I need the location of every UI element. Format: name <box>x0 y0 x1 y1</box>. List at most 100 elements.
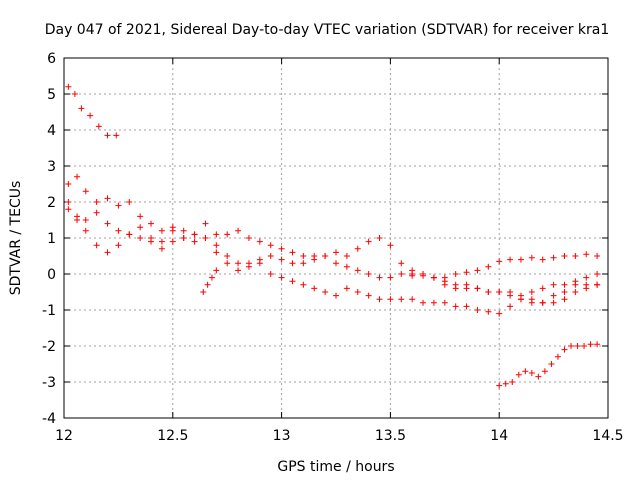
data-point <box>213 242 220 249</box>
data-point <box>65 181 72 187</box>
data-point <box>289 260 296 267</box>
data-point <box>528 296 535 303</box>
data-point <box>65 199 72 205</box>
data-point <box>93 199 100 205</box>
y-tick-label: 3 <box>47 159 56 175</box>
data-point <box>289 249 296 256</box>
data-point <box>463 303 470 310</box>
data-point <box>502 380 509 387</box>
data-point <box>202 220 209 227</box>
data-point <box>420 272 427 279</box>
data-point <box>115 242 122 249</box>
y-tick-label: 0 <box>47 267 56 283</box>
data-point <box>311 285 318 292</box>
data-point <box>387 296 394 303</box>
data-point <box>78 105 85 112</box>
data-point <box>113 132 120 139</box>
data-point <box>213 249 220 256</box>
data-point <box>528 254 535 261</box>
x-tick-label: 14.5 <box>592 428 623 444</box>
data-point <box>126 231 133 238</box>
data-point <box>387 274 394 281</box>
data-point <box>104 220 111 227</box>
data-point <box>496 310 503 317</box>
chart-title: Day 047 of 2021, Sidereal Day-to-day VTE… <box>45 22 610 38</box>
data-point <box>548 361 555 367</box>
data-point <box>126 199 133 205</box>
data-point <box>485 289 492 295</box>
data-point <box>65 83 72 90</box>
data-point <box>202 235 209 241</box>
data-point <box>474 285 481 292</box>
data-point <box>587 341 594 348</box>
data-point <box>354 289 361 295</box>
data-point <box>463 269 470 276</box>
y-tick-label: 4 <box>47 123 56 139</box>
data-point <box>213 231 220 238</box>
plot-frame <box>63 57 609 419</box>
data-point <box>509 379 516 385</box>
data-point <box>365 238 372 245</box>
data-point <box>539 256 546 263</box>
data-point <box>485 308 492 315</box>
series-track-c-middle <box>65 206 601 306</box>
data-point <box>180 227 187 234</box>
data-point <box>387 242 394 249</box>
data-point <box>507 303 514 310</box>
series-track-g-late <box>496 341 601 389</box>
data-point <box>376 296 383 303</box>
data-point <box>213 267 220 274</box>
data-point <box>515 371 522 378</box>
data-point <box>550 292 557 299</box>
x-tick-label: 13 <box>273 428 291 444</box>
data-point <box>535 373 542 380</box>
data-point <box>267 253 274 259</box>
data-point <box>528 289 535 295</box>
data-point <box>289 278 296 285</box>
data-point <box>568 343 575 349</box>
data-point <box>180 235 187 241</box>
data-point <box>594 271 601 277</box>
data-point <box>496 382 503 389</box>
data-point <box>333 249 339 256</box>
data-point <box>376 235 383 241</box>
data-point <box>82 217 89 223</box>
data-point <box>245 263 252 270</box>
data-point <box>550 299 557 306</box>
data-point <box>583 251 590 258</box>
data-point <box>137 224 144 231</box>
data-point <box>539 299 546 306</box>
data-point <box>82 227 89 234</box>
data-point <box>65 206 72 213</box>
data-point <box>583 274 590 281</box>
data-point <box>474 267 481 274</box>
data-point <box>322 289 329 295</box>
data-point <box>74 173 81 180</box>
y-tick-label: -2 <box>42 339 56 355</box>
data-point <box>550 281 557 288</box>
data-point <box>71 91 78 97</box>
data-point <box>539 285 546 292</box>
x-tick-label: 14 <box>490 428 508 444</box>
data-point <box>278 274 285 281</box>
data-point <box>169 227 176 234</box>
data-point <box>541 368 548 375</box>
data-point <box>594 281 601 288</box>
data-point <box>561 281 568 288</box>
data-point <box>561 346 568 353</box>
data-point <box>474 307 481 313</box>
data-point <box>158 238 165 245</box>
data-point <box>485 263 492 270</box>
data-point <box>148 238 155 245</box>
series-track-b-upper <box>65 173 601 306</box>
y-tick-label: 2 <box>47 195 56 211</box>
data-points <box>65 83 601 389</box>
data-point <box>430 299 437 306</box>
data-point <box>452 303 459 310</box>
data-point <box>137 235 144 241</box>
x-axis-label: GPS time / hours <box>277 459 394 475</box>
data-point <box>507 289 514 295</box>
data-point <box>158 245 165 252</box>
data-point <box>95 123 102 130</box>
